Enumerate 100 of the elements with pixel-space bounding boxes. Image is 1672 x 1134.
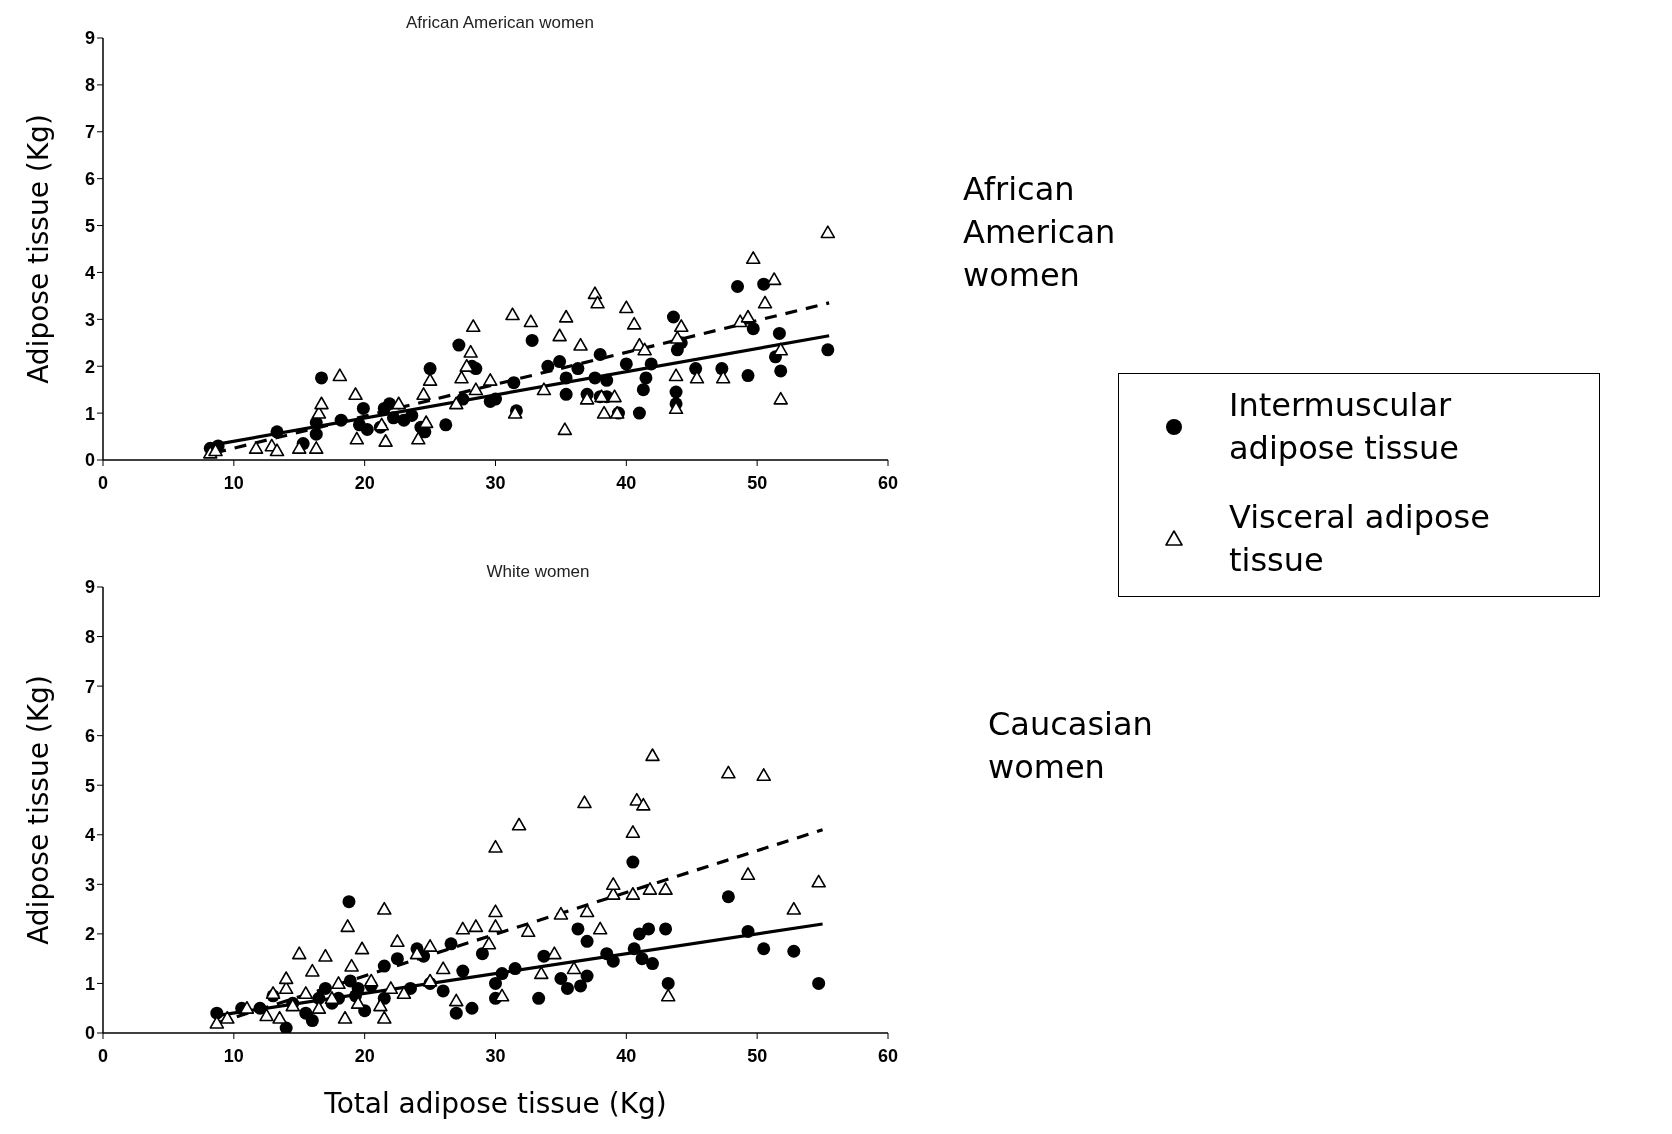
y-axis-title: Adipose tissue (Kg) <box>21 675 55 945</box>
point <box>787 944 801 958</box>
point <box>489 976 502 990</box>
point <box>390 952 404 966</box>
y-tick-label: 3 <box>84 874 95 895</box>
point <box>475 947 489 961</box>
y-tick-label: 1 <box>84 973 95 994</box>
chart-title: White women <box>486 562 590 581</box>
point <box>606 954 620 968</box>
point <box>668 401 684 415</box>
point <box>721 890 735 904</box>
point <box>587 286 603 300</box>
point <box>745 251 761 265</box>
point <box>465 1001 479 1015</box>
y-tick-label: 4 <box>84 825 95 846</box>
x-tick-label: 40 <box>616 472 637 493</box>
y-tick-label: 2 <box>84 356 95 377</box>
point <box>646 957 659 971</box>
point <box>596 405 612 419</box>
point <box>757 942 771 956</box>
point <box>448 396 464 410</box>
point <box>436 984 450 998</box>
point <box>351 981 365 995</box>
point <box>757 295 773 309</box>
point <box>635 952 649 966</box>
point <box>580 934 594 948</box>
point <box>637 342 652 356</box>
x-tick-label: 30 <box>485 472 506 493</box>
point <box>463 344 478 358</box>
point <box>571 922 585 936</box>
point <box>740 309 756 323</box>
point <box>642 922 656 936</box>
point <box>580 969 594 983</box>
point <box>668 368 684 382</box>
point <box>573 337 588 351</box>
chart-title: African American women <box>405 13 595 32</box>
point <box>465 319 481 333</box>
point <box>348 387 363 401</box>
point <box>253 1001 267 1015</box>
point <box>659 922 673 936</box>
text: Caucasian women <box>988 704 1154 788</box>
x-tick-label: 60 <box>877 1045 899 1066</box>
point <box>308 440 324 454</box>
point <box>314 396 329 410</box>
point <box>495 967 509 981</box>
point <box>454 370 469 384</box>
point <box>536 382 552 396</box>
y-tick-label: 8 <box>84 75 95 96</box>
y-tick-label: 7 <box>84 676 95 697</box>
x-tick-label: 40 <box>616 1045 637 1066</box>
point <box>332 368 348 382</box>
x-tick-label: 50 <box>747 1045 768 1066</box>
x-tick-label: 50 <box>747 472 768 493</box>
x-tick-label: 20 <box>354 472 375 493</box>
y-tick-label: 7 <box>84 122 95 143</box>
legend-label: Intermuscular adipose tissue <box>1229 385 1460 469</box>
point <box>590 295 605 309</box>
x-tick-label: 0 <box>97 1045 109 1066</box>
point <box>626 316 642 330</box>
point <box>627 942 641 956</box>
x-tick-label: 0 <box>97 472 109 493</box>
point <box>349 431 365 445</box>
point <box>741 924 755 938</box>
y-tick-label: 5 <box>84 775 95 796</box>
point <box>626 855 640 869</box>
point <box>523 314 539 328</box>
point <box>411 431 426 445</box>
point <box>456 964 470 978</box>
point <box>377 959 391 973</box>
point <box>554 971 568 985</box>
point <box>416 387 431 401</box>
y-tick-label: 4 <box>84 262 95 283</box>
point <box>208 443 223 457</box>
y-tick-label: 6 <box>84 726 95 747</box>
text: African American women <box>963 169 1117 296</box>
x-tick-label: 60 <box>877 472 899 493</box>
point <box>820 225 836 239</box>
y-tick-label: 2 <box>84 924 95 945</box>
point <box>449 1006 463 1020</box>
y-tick-label: 3 <box>84 309 95 330</box>
point <box>444 937 458 951</box>
y-tick-label: 9 <box>84 28 95 49</box>
point <box>468 382 484 396</box>
y-tick-label: 6 <box>84 169 95 190</box>
point <box>557 422 573 436</box>
legend-label: Visceral adipose tissue <box>1229 497 1491 581</box>
point <box>537 949 551 963</box>
point <box>248 440 264 454</box>
y-tick-label: 5 <box>84 215 95 236</box>
point <box>574 979 588 993</box>
point <box>342 895 356 909</box>
x-axis-title: Total adipose tissue (Kg) <box>323 1086 667 1120</box>
point <box>773 342 789 356</box>
point <box>505 307 520 321</box>
point <box>391 396 406 410</box>
point <box>661 976 675 990</box>
y-tick-label: 8 <box>84 626 95 647</box>
x-tick-label: 30 <box>485 1045 506 1066</box>
point <box>773 391 789 405</box>
y-tick-label: 1 <box>84 403 95 424</box>
